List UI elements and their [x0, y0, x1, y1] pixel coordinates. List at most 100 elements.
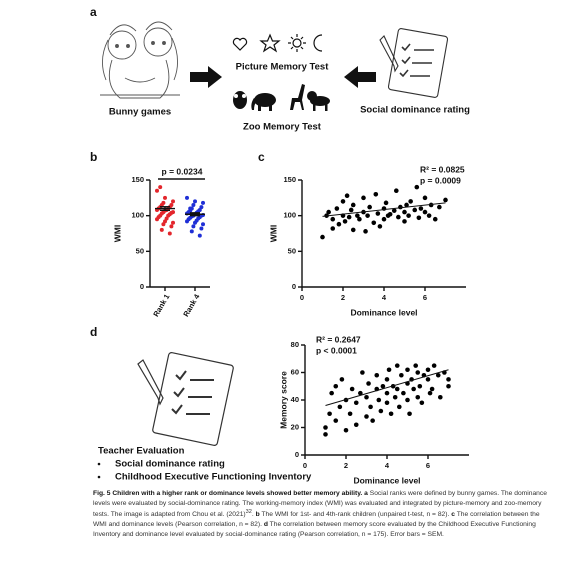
- animal-icons: [233, 84, 330, 111]
- data-point: [386, 367, 392, 373]
- data-point: [399, 372, 404, 378]
- panel-label: d: [90, 325, 97, 339]
- data-point: [383, 200, 389, 206]
- data-point: [422, 195, 428, 201]
- data-point: [426, 213, 432, 218]
- data-point: [320, 234, 325, 240]
- x-tick-label: Rank 4: [181, 292, 202, 319]
- data-point: [402, 209, 407, 215]
- data-point: [419, 400, 425, 406]
- data-point: [347, 411, 353, 417]
- x-tick-label: 6: [426, 461, 430, 470]
- caption-label: a: [364, 490, 368, 497]
- data-point: [370, 418, 375, 423]
- data-point: [364, 414, 369, 419]
- data-point: [437, 204, 442, 210]
- data-point: [375, 211, 381, 216]
- x-tick-label: 2: [341, 293, 345, 302]
- data-point: [191, 224, 196, 229]
- bunny-label: Bunny games: [109, 107, 171, 118]
- y-tick-label: 20: [291, 422, 299, 431]
- data-point: [371, 220, 377, 226]
- panel-label: c: [258, 150, 265, 164]
- data-point: [355, 213, 360, 218]
- data-point: [414, 184, 420, 190]
- data-point: [353, 400, 359, 406]
- y-tick-label: 100: [283, 211, 296, 220]
- data-point: [446, 383, 451, 389]
- data-point: [343, 427, 349, 433]
- data-point: [377, 224, 383, 229]
- y-tick-label: 40: [291, 395, 299, 404]
- data-point: [169, 224, 174, 229]
- arrow: [190, 66, 222, 88]
- data-point: [159, 227, 164, 232]
- evaluation-item: Childhood Executive Functioning Inventor…: [115, 472, 312, 483]
- data-point: [408, 199, 413, 204]
- picture-test-label: Picture Memory Test: [236, 62, 330, 73]
- y-tick-label: 0: [295, 450, 299, 459]
- data-point: [401, 390, 406, 396]
- data-point: [406, 213, 411, 218]
- bunny-illustration: [100, 21, 180, 99]
- data-point: [384, 390, 390, 396]
- data-point: [185, 219, 189, 224]
- caption-title: Fig. 5 Children with a higher rank or do…: [93, 490, 363, 497]
- x-tick-label: 4: [385, 461, 390, 470]
- clipboard-icon: [137, 351, 234, 447]
- data-point: [163, 195, 167, 200]
- caption-label: b: [255, 511, 260, 519]
- data-point: [167, 231, 172, 236]
- data-point: [380, 383, 386, 389]
- data-point: [402, 219, 407, 224]
- data-point: [417, 383, 423, 389]
- data-point: [381, 216, 387, 222]
- y-axis-label: WMI: [268, 225, 278, 242]
- data-point: [342, 219, 348, 224]
- data-point: [388, 411, 394, 417]
- data-point: [422, 209, 428, 215]
- picture-icons: [232, 33, 323, 53]
- data-point: [339, 377, 345, 382]
- data-point: [429, 386, 435, 392]
- annotation: R² = 0.2647: [316, 334, 361, 344]
- data-point: [366, 381, 371, 386]
- y-tick-label: 50: [288, 246, 296, 255]
- x-axis-label: Dominance level: [353, 475, 420, 485]
- bullet: [97, 462, 101, 466]
- data-point: [323, 432, 328, 437]
- data-point: [357, 216, 362, 222]
- bullet: [97, 475, 101, 479]
- caption-text: The correlation between memory score eva…: [93, 521, 536, 538]
- data-point: [358, 390, 363, 396]
- trend-line: [325, 369, 449, 406]
- data-point: [348, 207, 354, 213]
- data-point: [337, 404, 343, 410]
- data-point: [432, 216, 438, 222]
- y-tick-label: 0: [140, 282, 144, 291]
- data-point: [443, 197, 448, 203]
- data-point: [193, 220, 197, 225]
- data-point: [394, 188, 399, 193]
- data-point: [405, 397, 410, 403]
- x-tick-label: Rank 1: [151, 292, 171, 318]
- data-point: [330, 226, 336, 231]
- data-point: [346, 214, 352, 220]
- data-point: [396, 214, 401, 220]
- data-point: [405, 367, 410, 373]
- data-point: [435, 372, 441, 378]
- data-point: [329, 390, 334, 396]
- caption-label: d: [263, 521, 268, 529]
- data-point: [376, 397, 382, 403]
- data-point: [201, 200, 205, 205]
- figure-caption: Fig. 5 Children with a higher rank or do…: [93, 489, 555, 539]
- data-point: [365, 213, 370, 218]
- data-point: [378, 408, 384, 414]
- data-point: [412, 207, 418, 213]
- data-point: [373, 191, 379, 197]
- data-point: [391, 208, 397, 213]
- data-point: [340, 199, 346, 204]
- data-point: [438, 394, 443, 400]
- data-point: [384, 400, 390, 406]
- data-point: [189, 229, 194, 234]
